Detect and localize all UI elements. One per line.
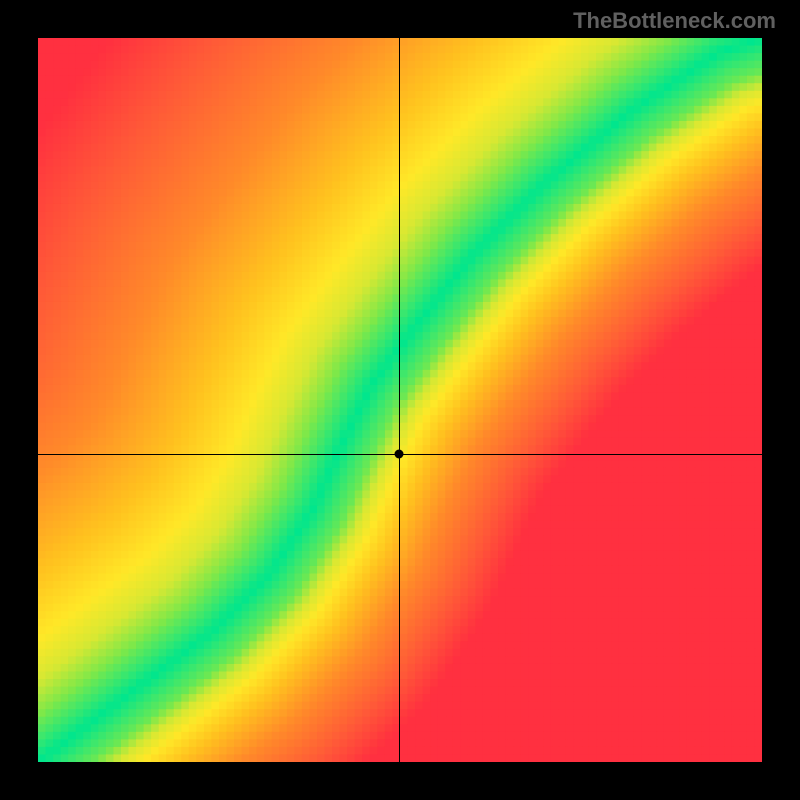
- bottleneck-heatmap: [38, 38, 762, 762]
- watermark-text: TheBottleneck.com: [573, 8, 776, 34]
- crosshair-vertical: [399, 38, 400, 762]
- crosshair-marker-dot: [394, 450, 403, 459]
- plot-frame: [38, 38, 762, 762]
